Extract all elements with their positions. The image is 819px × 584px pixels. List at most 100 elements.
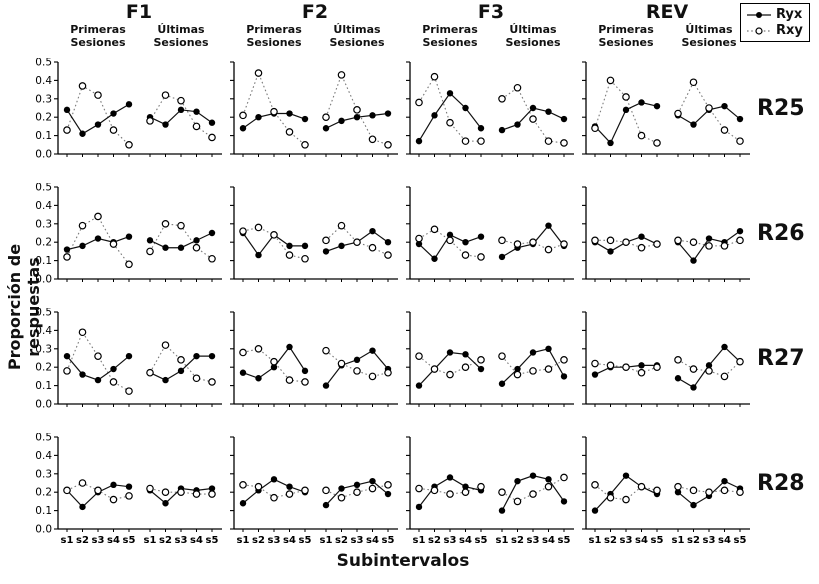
session-label: Primeras Sesiones (422, 23, 478, 49)
svg-text:0.2: 0.2 (35, 362, 52, 374)
panel-r27-f3 (406, 311, 574, 407)
svg-text:s3: s3 (703, 535, 716, 546)
svg-text:s4: s4 (635, 535, 648, 546)
condition-headers: F1 Primeras Sesiones Últimas Sesiones F2 Pri… (28, 2, 752, 58)
svg-text:0.2: 0.2 (35, 487, 52, 499)
legend-item-rxy: Rxy (746, 23, 803, 38)
x-axis-label: Subintervalos (336, 551, 470, 571)
panel-r25-f2 (230, 61, 398, 157)
subject-label-r28: R28 (757, 471, 805, 496)
svg-text:s4: s4 (366, 535, 379, 546)
panel-r26-f1: 0.0 0.1 0.2 0.3 0.4 0.5 (35, 183, 222, 286)
svg-text:s3: s3 (92, 535, 105, 546)
svg-text:s5: s5 (299, 535, 312, 546)
svg-text:0.1: 0.1 (35, 255, 52, 267)
svg-text:s3: s3 (351, 535, 364, 546)
svg-text:s1: s1 (672, 535, 685, 546)
panel-r25-f1: 0.0 0.1 0.2 0.3 0.4 0.5 (35, 58, 222, 161)
panel-r27-rev (582, 311, 750, 407)
svg-text:s1: s1 (61, 535, 74, 546)
subject-labels: R25 R26 R27 R28 (753, 0, 819, 584)
condition-header-f1: F1 Primeras Sesiones Últimas Sesiones (28, 2, 224, 58)
svg-text:s4: s4 (542, 535, 555, 546)
subject-label-r26: R26 (757, 221, 805, 246)
svg-text:s5: s5 (206, 535, 219, 546)
svg-text:0.4: 0.4 (35, 75, 52, 87)
panel-r27-f2 (230, 311, 398, 407)
svg-text:s5: s5 (475, 535, 488, 546)
panel-r25-f3 (406, 61, 574, 157)
svg-text:0.1: 0.1 (35, 380, 52, 392)
svg-text:s2: s2 (335, 535, 348, 546)
condition-title: REV (645, 1, 689, 23)
open-circle-icon (747, 26, 771, 35)
svg-text:s2: s2 (159, 535, 172, 546)
svg-text:s4: s4 (459, 535, 472, 546)
svg-text:s5: s5 (123, 535, 136, 546)
svg-text:0.0: 0.0 (35, 524, 52, 536)
svg-text:0.3: 0.3 (35, 218, 52, 230)
panel-r28-f1: 0.00.10.20.30.40.5s1 s2 s3 s4 s5 s1 s2 s3 s4 s5 (35, 433, 222, 546)
svg-text:s3: s3 (444, 535, 457, 546)
svg-text:s5: s5 (558, 535, 571, 546)
condition-header-rev: REV Primeras Sesiones Últimas Sesiones (582, 2, 752, 58)
svg-text:0.5: 0.5 (35, 433, 52, 444)
svg-text:0.4: 0.4 (35, 450, 52, 462)
session-label: Primeras Sesiones (246, 23, 302, 49)
svg-text:0.5: 0.5 (35, 183, 52, 194)
svg-text:s2: s2 (687, 535, 700, 546)
svg-text:0.5: 0.5 (35, 308, 52, 319)
svg-text:0.1: 0.1 (35, 130, 52, 142)
svg-text:0.4: 0.4 (35, 325, 52, 337)
subject-label-r25: R25 (757, 96, 805, 121)
filled-circle-icon (747, 11, 771, 18)
svg-text:0.5: 0.5 (35, 58, 52, 69)
svg-text:s2: s2 (76, 535, 89, 546)
svg-text:s4: s4 (283, 535, 296, 546)
plot-area: F1 Primeras Sesiones Últimas Sesiones F2 Pri… (28, 2, 752, 571)
svg-text:s4: s4 (107, 535, 120, 546)
svg-text:0.0: 0.0 (35, 149, 52, 161)
svg-text:0.1: 0.1 (35, 505, 52, 517)
svg-text:s3: s3 (175, 535, 188, 546)
svg-text:0.0: 0.0 (35, 399, 52, 411)
legend-label: Ryx (776, 7, 803, 22)
plot-grid: 0.0 0.1 0.2 0.3 0.4 0.5 0.0 0.1 0.2 0.3 0.4 0.5 0.0 0… (28, 58, 752, 551)
session-label: Últimas Sesiones (505, 23, 561, 49)
panel-r26-f2 (230, 186, 398, 282)
svg-text:0.3: 0.3 (35, 93, 52, 105)
svg-text:s1: s1 (589, 535, 602, 546)
subject-label-r27: R27 (757, 346, 805, 371)
svg-text:s4: s4 (718, 535, 731, 546)
svg-text:s1: s1 (320, 535, 333, 546)
svg-text:s3: s3 (268, 535, 281, 546)
condition-title: F2 (301, 1, 329, 23)
condition-header-f2: F2 Primeras Sesiones Últimas Sesiones (230, 2, 400, 58)
session-label: Últimas Sesiones (153, 23, 209, 49)
session-label: Primeras Sesiones (598, 23, 654, 49)
svg-text:s4: s4 (190, 535, 203, 546)
legend-label: Rxy (776, 23, 803, 38)
condition-header-f3: F3 Primeras Sesiones Últimas Sesiones (406, 2, 576, 58)
svg-text:s1: s1 (413, 535, 426, 546)
svg-text:0.2: 0.2 (35, 112, 52, 124)
condition-title: F3 (477, 1, 505, 23)
svg-text:s2: s2 (604, 535, 617, 546)
svg-text:s5: s5 (382, 535, 395, 546)
svg-text:0.4: 0.4 (35, 200, 52, 212)
svg-text:s1: s1 (496, 535, 509, 546)
svg-text:s1: s1 (144, 535, 157, 546)
panel-r26-f3 (406, 186, 574, 282)
svg-text:s2: s2 (511, 535, 524, 546)
panel-r25-rev (582, 61, 750, 157)
svg-text:s1: s1 (237, 535, 250, 546)
svg-text:0.2: 0.2 (35, 237, 52, 249)
legend-item-ryx: Ryx (746, 7, 803, 22)
svg-text:0.3: 0.3 (35, 343, 52, 355)
session-label: Primeras Sesiones (70, 23, 126, 49)
svg-text:s2: s2 (252, 535, 265, 546)
panel-r28-f3: s1 s2 s3 s4 s5 s1 s2 s3 s4 s5 (406, 436, 574, 546)
svg-text:s5: s5 (651, 535, 664, 546)
panel-r26-rev (582, 186, 750, 282)
